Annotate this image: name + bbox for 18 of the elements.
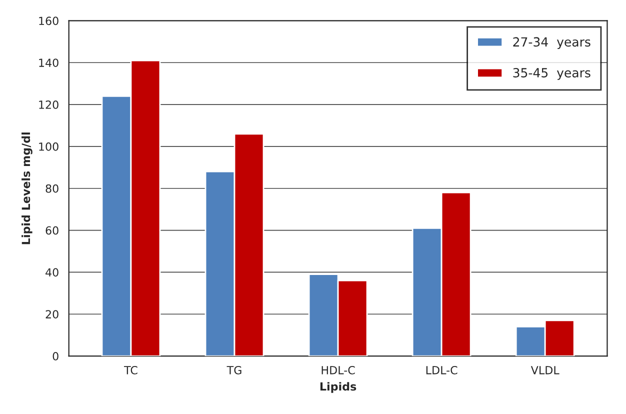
y-tick-label: 120 (39, 100, 58, 109)
y-tick-label: 20 (46, 310, 58, 318)
x-tick-label: VLDL (530, 366, 560, 374)
y-tick-label: 0 (52, 352, 58, 360)
x-axis-title: Lipids (320, 382, 356, 393)
x-tick-label: TC (124, 366, 138, 374)
y-axis-title: Lipid Levels mg/dl (22, 132, 32, 244)
x-tick-label: LDL-C (426, 366, 458, 374)
x-tick-label: HDL-C (322, 366, 355, 374)
y-tick-label: 160 (39, 16, 58, 26)
legend-label: 27-34 years (513, 37, 590, 50)
y-tick-label: 40 (46, 268, 58, 277)
y-tick-label: 80 (46, 184, 58, 193)
legend-label: 35-45 years (513, 68, 590, 80)
y-tick-label: 140 (39, 58, 58, 67)
x-tick-label: TG (226, 366, 242, 374)
y-tick-label: 60 (46, 226, 58, 235)
y-tick-label: 100 (39, 142, 58, 151)
